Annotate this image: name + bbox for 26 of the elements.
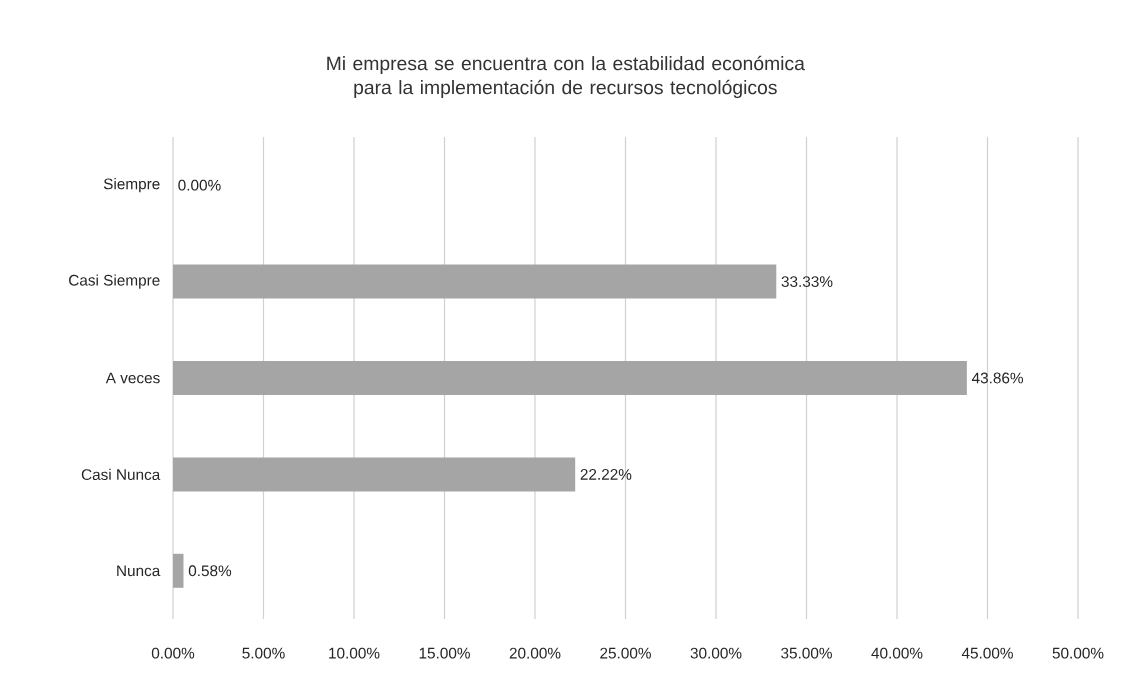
y-tick-label: Nunca: [117, 565, 161, 577]
x-tick-label: 45.00%: [961, 647, 1013, 659]
x-tick-label: 50.00%: [1052, 647, 1104, 659]
data-label: 22.22%: [580, 468, 632, 480]
data-label: 33.33%: [781, 276, 833, 288]
data-label: 0.00%: [178, 179, 221, 191]
data-label: 43.86%: [971, 372, 1024, 384]
bar: [173, 264, 777, 299]
chart-title: Mi empresa se encuentra con la estabilidad económica para la implementación de recursos tecnológicos: [327, 55, 805, 99]
x-tick-label: 30.00%: [690, 647, 742, 659]
y-tick-label: A veces: [105, 372, 160, 384]
y-tick-label: Casi Nunca: [81, 468, 161, 481]
y-tick-label: Siempre: [103, 178, 160, 193]
y-tick-label: Casi Siempre: [69, 274, 160, 289]
x-tick-label: 10.00%: [329, 647, 380, 659]
data-label: 0.58%: [188, 565, 232, 577]
bar: [173, 457, 576, 492]
x-tick-label: 40.00%: [871, 647, 923, 659]
x-tick-label: 5.00%: [242, 647, 285, 659]
bar: [173, 360, 967, 395]
x-tick-label: 25.00%: [600, 647, 651, 659]
bar: [173, 553, 184, 588]
x-tick-label: 15.00%: [419, 647, 470, 659]
x-tick-label: 35.00%: [781, 647, 832, 659]
x-tick-label: 0.00%: [151, 647, 195, 659]
x-tick-label: 20.00%: [509, 647, 561, 659]
